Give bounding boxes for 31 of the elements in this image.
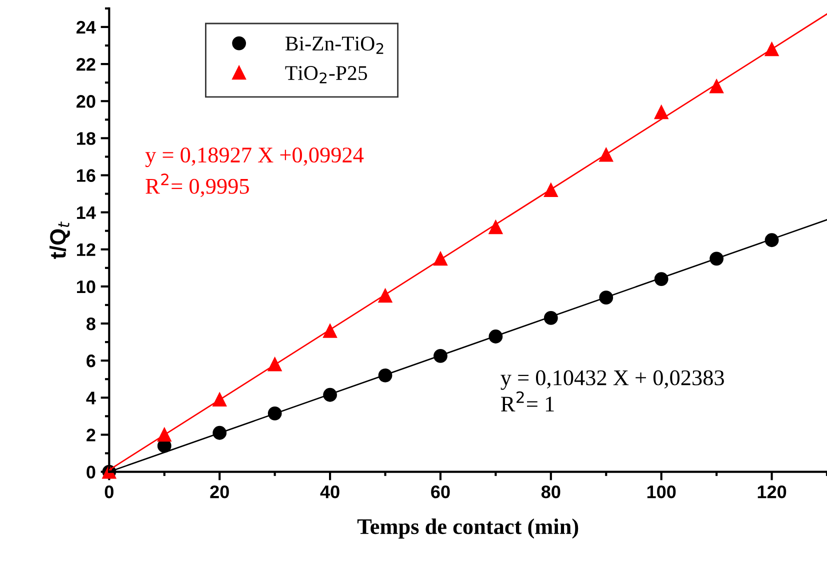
x-tick-label: 60 [431,485,450,498]
y-tick-label: 24 [76,20,96,34]
x-axis-title: Temps de contact (min) [357,518,578,539]
y-tick-label: 6 [86,354,96,368]
y-tick-label: 16 [77,169,96,182]
x-tick-label: 80 [541,485,560,498]
x-tick-label: 20 [210,485,229,498]
y-tick-label: 8 [86,317,96,330]
legend-label: TiO$_{2}$-P25 [285,66,368,84]
y-axis-title: t/Q$_{t}$ [50,221,70,259]
annotation: y = 0,18927 X +0,09924 R$^{2}$= 0,9995 [145,148,364,198]
point [323,324,337,338]
point [599,148,614,162]
x-tick-label: 40 [320,485,340,498]
y-tick-label: 14 [77,206,96,219]
point [654,105,668,120]
y-tick-label: 10 [77,280,96,294]
annotation: y = 0,10432 X + 0,02383 R$^{2}$= 1 [500,370,724,412]
y-tick-label: 20 [76,95,96,108]
x-tick-label: 0 [104,485,114,498]
point [488,220,503,234]
point [544,183,558,198]
y-tick-label: 12 [77,243,96,256]
y-tick-label: 4 [86,392,96,404]
y-tick-label: 22 [76,58,96,71]
y-tick-label: 18 [77,132,96,145]
legend-label: Bi-Zn-TiO$_{2}$ [285,36,384,54]
x-tick-label: 120 [758,485,786,498]
y-tick-label: 0 [86,466,96,479]
y-tick-label: 2 [86,428,96,442]
x-tick-label: 100 [647,485,676,498]
